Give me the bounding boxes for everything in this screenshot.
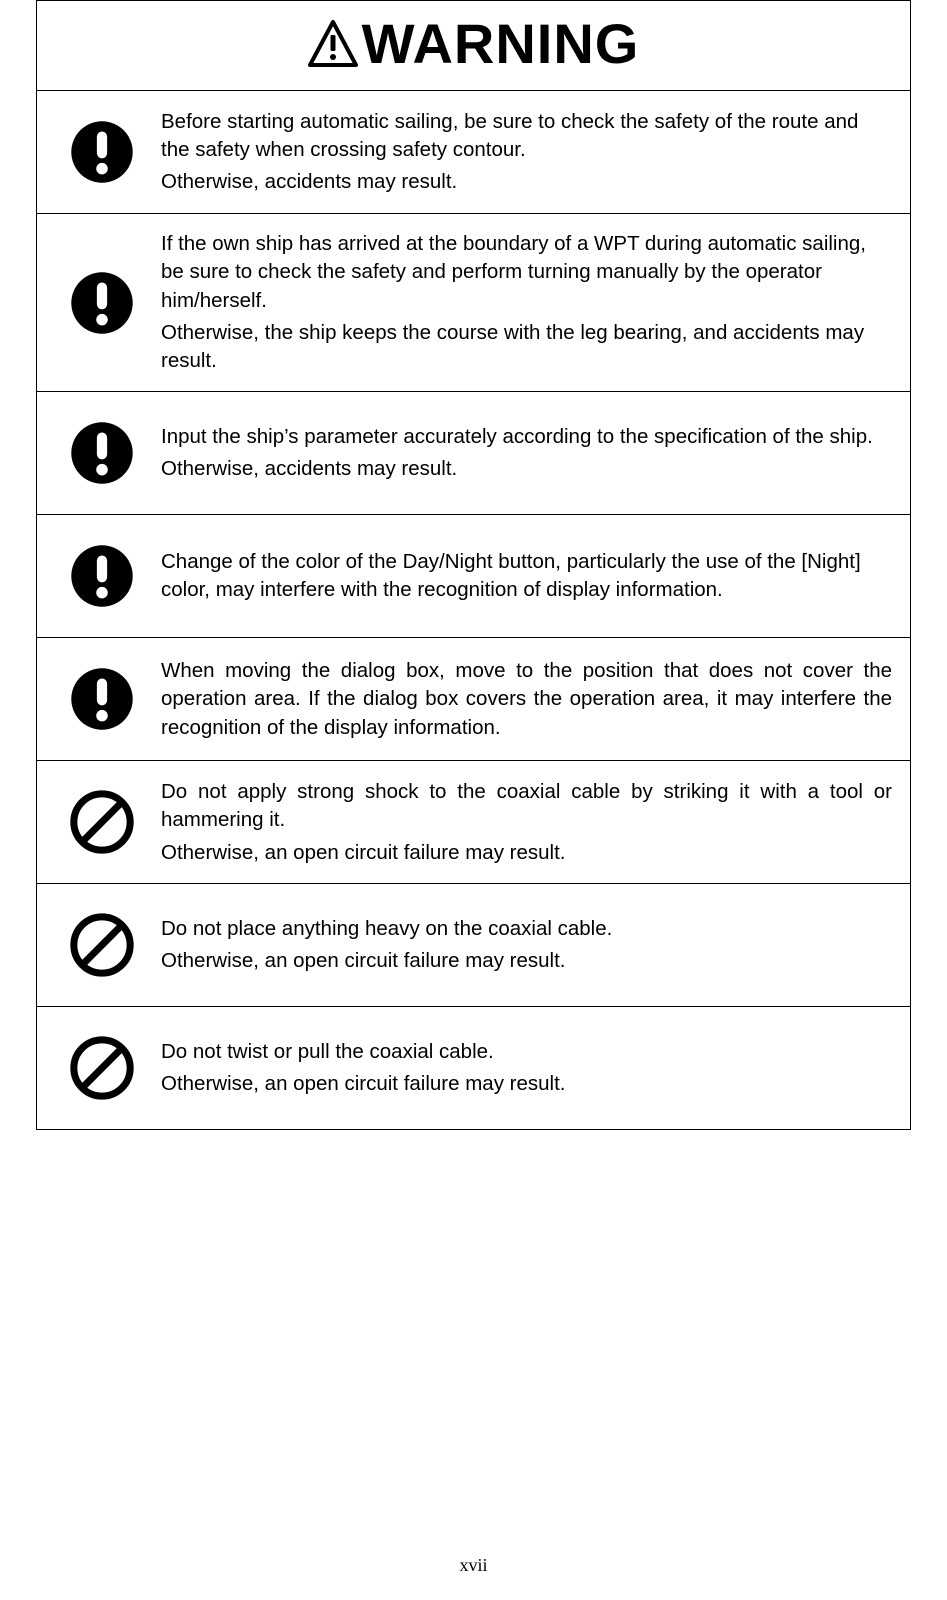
warning-paragraph: Do not twist or pull the coaxial cable. [161,1038,892,1066]
warning-icon-cell [43,271,161,335]
mandatory-exclaim-icon [70,120,134,184]
warning-row: Input the ship’s parameter accurately ac… [37,392,910,515]
warning-paragraph: Otherwise, an open circuit failure may r… [161,947,892,975]
warning-row: Do not place anything heavy on the coaxi… [37,884,910,1007]
warning-icon-cell [43,1036,161,1100]
warning-text: If the own ship has arrived at the bound… [161,230,892,375]
warning-title: WARNING [362,11,640,76]
warning-table: WARNING Before starting automatic sailin… [36,0,911,1130]
prohibit-icon [70,913,134,977]
warning-text: Change of the color of the Day/Night but… [161,548,892,605]
warning-text: Do not place anything heavy on the coaxi… [161,915,892,976]
warning-rows: Before starting automatic sailing, be su… [37,91,910,1129]
page-number: xvii [0,1555,947,1576]
warning-text: Do not twist or pull the coaxial cable. O… [161,1038,892,1099]
mandatory-exclaim-icon [70,544,134,608]
mandatory-exclaim-icon [70,667,134,731]
warning-paragraph: Otherwise, accidents may result. [161,168,892,196]
warning-row: Do not twist or pull the coaxial cable. O… [37,1007,910,1129]
warning-row: Before starting automatic sailing, be su… [37,91,910,214]
warning-paragraph: Do not place anything heavy on the coaxi… [161,915,892,943]
warning-row: Change of the color of the Day/Night but… [37,515,910,638]
mandatory-exclaim-icon [70,421,134,485]
warning-text: Before starting automatic sailing, be su… [161,108,892,197]
warning-paragraph: Input the ship’s parameter accurately ac… [161,423,892,451]
warning-text: When moving the dialog box, move to the … [161,657,892,742]
warning-paragraph: If the own ship has arrived at the bound… [161,230,892,315]
warning-header: WARNING [37,1,910,91]
caution-triangle-icon [308,19,358,69]
warning-paragraph: Do not apply strong shock to the coaxial… [161,778,892,835]
warning-icon-cell [43,667,161,731]
warning-icon-cell [43,790,161,854]
warning-icon-cell [43,421,161,485]
warning-row: Do not apply strong shock to the coaxial… [37,761,910,884]
prohibit-icon [70,1036,134,1100]
warning-paragraph: Otherwise, an open circuit failure may r… [161,839,892,867]
warning-text: Do not apply strong shock to the coaxial… [161,778,892,867]
warning-paragraph: When moving the dialog box, move to the … [161,657,892,742]
warning-paragraph: Otherwise, the ship keeps the course wit… [161,319,892,376]
warning-paragraph: Change of the color of the Day/Night but… [161,548,892,605]
warning-paragraph: Otherwise, an open circuit failure may r… [161,1070,892,1098]
prohibit-icon [70,790,134,854]
warning-text: Input the ship’s parameter accurately ac… [161,423,892,484]
warning-row: If the own ship has arrived at the bound… [37,214,910,392]
warning-paragraph: Before starting automatic sailing, be su… [161,108,892,165]
warning-icon-cell [43,544,161,608]
warning-icon-cell [43,120,161,184]
warning-icon-cell [43,913,161,977]
warning-paragraph: Otherwise, accidents may result. [161,455,892,483]
mandatory-exclaim-icon [70,271,134,335]
warning-row: When moving the dialog box, move to the … [37,638,910,761]
